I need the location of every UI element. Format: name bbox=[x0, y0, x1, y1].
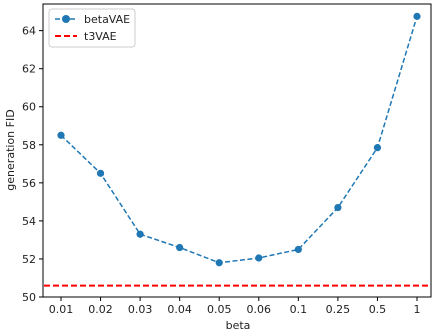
data-point bbox=[255, 254, 263, 262]
y-tick-label: 62 bbox=[22, 63, 36, 76]
y-tick-label: 60 bbox=[22, 101, 36, 114]
series-line-betavae bbox=[60, 16, 418, 264]
y-tick-label: 58 bbox=[22, 139, 36, 152]
legend-marker-betavae bbox=[62, 15, 70, 23]
x-tick-label: 0.04 bbox=[167, 303, 192, 316]
y-tick-label: 54 bbox=[22, 215, 36, 228]
data-point bbox=[57, 131, 65, 139]
x-tick-label: 0.02 bbox=[88, 303, 113, 316]
data-point bbox=[373, 144, 382, 152]
data-point bbox=[215, 259, 223, 267]
x-tick-label: 0.06 bbox=[247, 303, 272, 316]
data-point bbox=[96, 169, 105, 177]
x-tick-label: 0.05 bbox=[207, 303, 232, 316]
y-axis: 50 52 54 56 58 60 62 64 bbox=[22, 25, 43, 304]
x-tick-label: 0.25 bbox=[326, 303, 351, 316]
data-point bbox=[176, 243, 184, 252]
x-axis: 0.01 0.02 0.03 0.04 0.05 0.06 0.1 0.25 0.5 1 bbox=[49, 297, 421, 316]
data-point bbox=[413, 12, 421, 20]
x-tick-label: 0.1 bbox=[290, 303, 308, 316]
y-tick-label: 52 bbox=[22, 253, 36, 266]
x-tick-label: 0.01 bbox=[49, 303, 74, 316]
legend: betaVAE t3VAE bbox=[48, 8, 136, 48]
legend-label-betavae: betaVAE bbox=[84, 13, 130, 26]
y-tick-label: 56 bbox=[22, 177, 36, 190]
legend-label-t3vae: t3VAE bbox=[84, 30, 117, 43]
y-tick-label: 64 bbox=[22, 25, 36, 38]
y-tick-label: 50 bbox=[22, 291, 36, 304]
x-tick-label: 1 bbox=[414, 303, 421, 316]
series-layer bbox=[57, 12, 421, 267]
y-axis-label: generation FID bbox=[4, 109, 17, 190]
data-point bbox=[136, 230, 144, 238]
x-axis-label: beta bbox=[226, 319, 251, 332]
data-point bbox=[334, 203, 342, 212]
x-tick-label: 0.5 bbox=[369, 303, 387, 316]
data-point bbox=[294, 245, 302, 254]
x-tick-label: 0.03 bbox=[128, 303, 153, 316]
plot-frame bbox=[42, 3, 432, 298]
